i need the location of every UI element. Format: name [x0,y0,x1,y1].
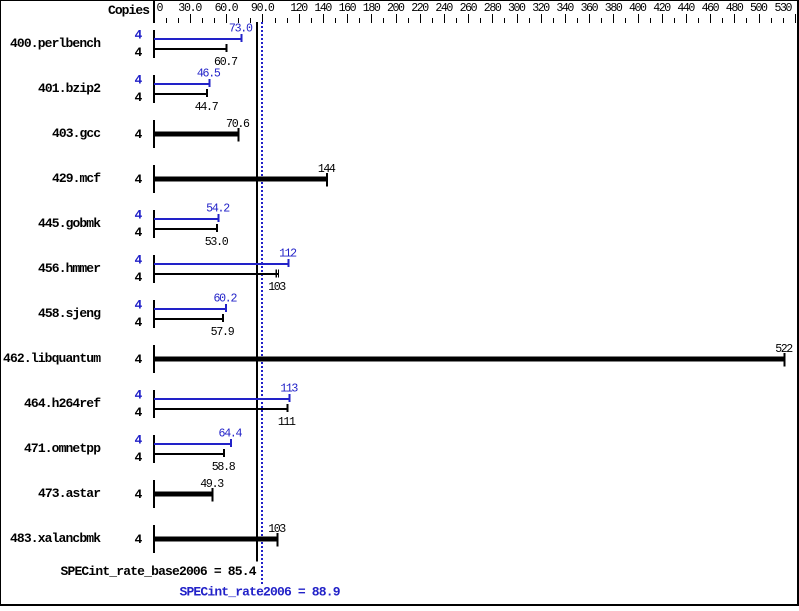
svg-text:113: 113 [280,382,298,395]
svg-text:458.sjeng: 458.sjeng [38,306,101,321]
svg-text:340: 340 [556,2,574,15]
svg-text:429.mcf: 429.mcf [52,171,101,186]
svg-text:483.xalancbmk: 483.xalancbmk [10,531,101,546]
svg-text:4: 4 [135,253,143,268]
svg-text:46.5: 46.5 [197,67,221,80]
svg-text:57.9: 57.9 [211,326,235,339]
svg-text:4: 4 [135,352,143,367]
svg-text:4: 4 [135,405,143,420]
svg-text:220: 220 [411,2,429,15]
svg-text:73.0: 73.0 [229,22,253,35]
svg-text:44.7: 44.7 [195,101,219,114]
svg-text:456.hmmer: 456.hmmer [38,261,101,276]
svg-text:300: 300 [508,2,526,15]
svg-text:120: 120 [290,2,308,15]
svg-text:260: 260 [460,2,478,15]
svg-text:60.0: 60.0 [215,2,239,15]
svg-text:103: 103 [268,281,286,294]
svg-text:4: 4 [135,315,143,330]
svg-text:473.astar: 473.astar [38,486,101,501]
svg-text:360: 360 [581,2,599,15]
svg-text:4: 4 [135,73,143,88]
svg-text:160: 160 [339,2,357,15]
svg-text:64.4: 64.4 [219,427,243,440]
svg-text:420: 420 [653,2,671,15]
svg-text:60.2: 60.2 [213,292,237,305]
svg-text:530: 530 [775,2,793,15]
svg-text:53.0: 53.0 [205,236,229,249]
svg-text:4: 4 [135,28,143,43]
svg-text:4: 4 [135,487,143,502]
svg-text:440: 440 [677,2,695,15]
svg-text:4: 4 [135,270,143,285]
svg-text:445.gobmk: 445.gobmk [38,216,101,231]
svg-text:401.bzip2: 401.bzip2 [38,81,101,96]
svg-text:4: 4 [135,532,143,547]
svg-text:90.0: 90.0 [251,2,275,15]
svg-text:4: 4 [135,90,143,105]
svg-text:471.omnetpp: 471.omnetpp [24,441,101,456]
svg-text:4: 4 [135,127,143,142]
svg-text:4: 4 [135,172,143,187]
svg-text:111: 111 [278,416,296,429]
svg-text:144: 144 [318,163,336,176]
svg-text:0: 0 [157,2,164,15]
svg-text:280: 280 [484,2,502,15]
svg-text:60.7: 60.7 [214,56,238,69]
svg-text:480: 480 [726,2,744,15]
svg-text:103: 103 [268,523,286,536]
svg-text:4: 4 [135,388,143,403]
svg-text:140: 140 [314,2,332,15]
svg-text:200: 200 [387,2,405,15]
svg-text:320: 320 [532,2,550,15]
svg-text:522: 522 [775,343,793,356]
svg-text:460: 460 [702,2,720,15]
svg-text:4: 4 [135,208,143,223]
svg-text:4: 4 [135,298,143,313]
svg-text:70.6: 70.6 [226,118,250,131]
svg-text:180: 180 [363,2,381,15]
svg-text:4: 4 [135,45,143,60]
svg-text:SPECint_rate2006 = 88.9: SPECint_rate2006 = 88.9 [180,585,341,600]
svg-text:54.2: 54.2 [206,202,230,215]
svg-text:49.3: 49.3 [200,478,224,491]
svg-text:464.h264ref: 464.h264ref [24,396,101,411]
svg-text:380: 380 [605,2,623,15]
svg-text:400.perlbench: 400.perlbench [10,36,101,51]
svg-text:240: 240 [435,2,453,15]
svg-text:58.8: 58.8 [212,461,236,474]
svg-text:SPECint_rate_base2006 = 85.4: SPECint_rate_base2006 = 85.4 [61,564,257,579]
svg-text:462.libquantum: 462.libquantum [3,351,101,366]
svg-text:500: 500 [750,2,768,15]
svg-text:4: 4 [135,225,143,240]
svg-text:400: 400 [629,2,647,15]
svg-text:4: 4 [135,450,143,465]
svg-text:4: 4 [135,433,143,448]
svg-text:30.0: 30.0 [178,2,202,15]
svg-text:403.gcc: 403.gcc [52,126,101,141]
svg-text:112: 112 [279,247,297,260]
svg-text:Copies: Copies [108,3,150,18]
